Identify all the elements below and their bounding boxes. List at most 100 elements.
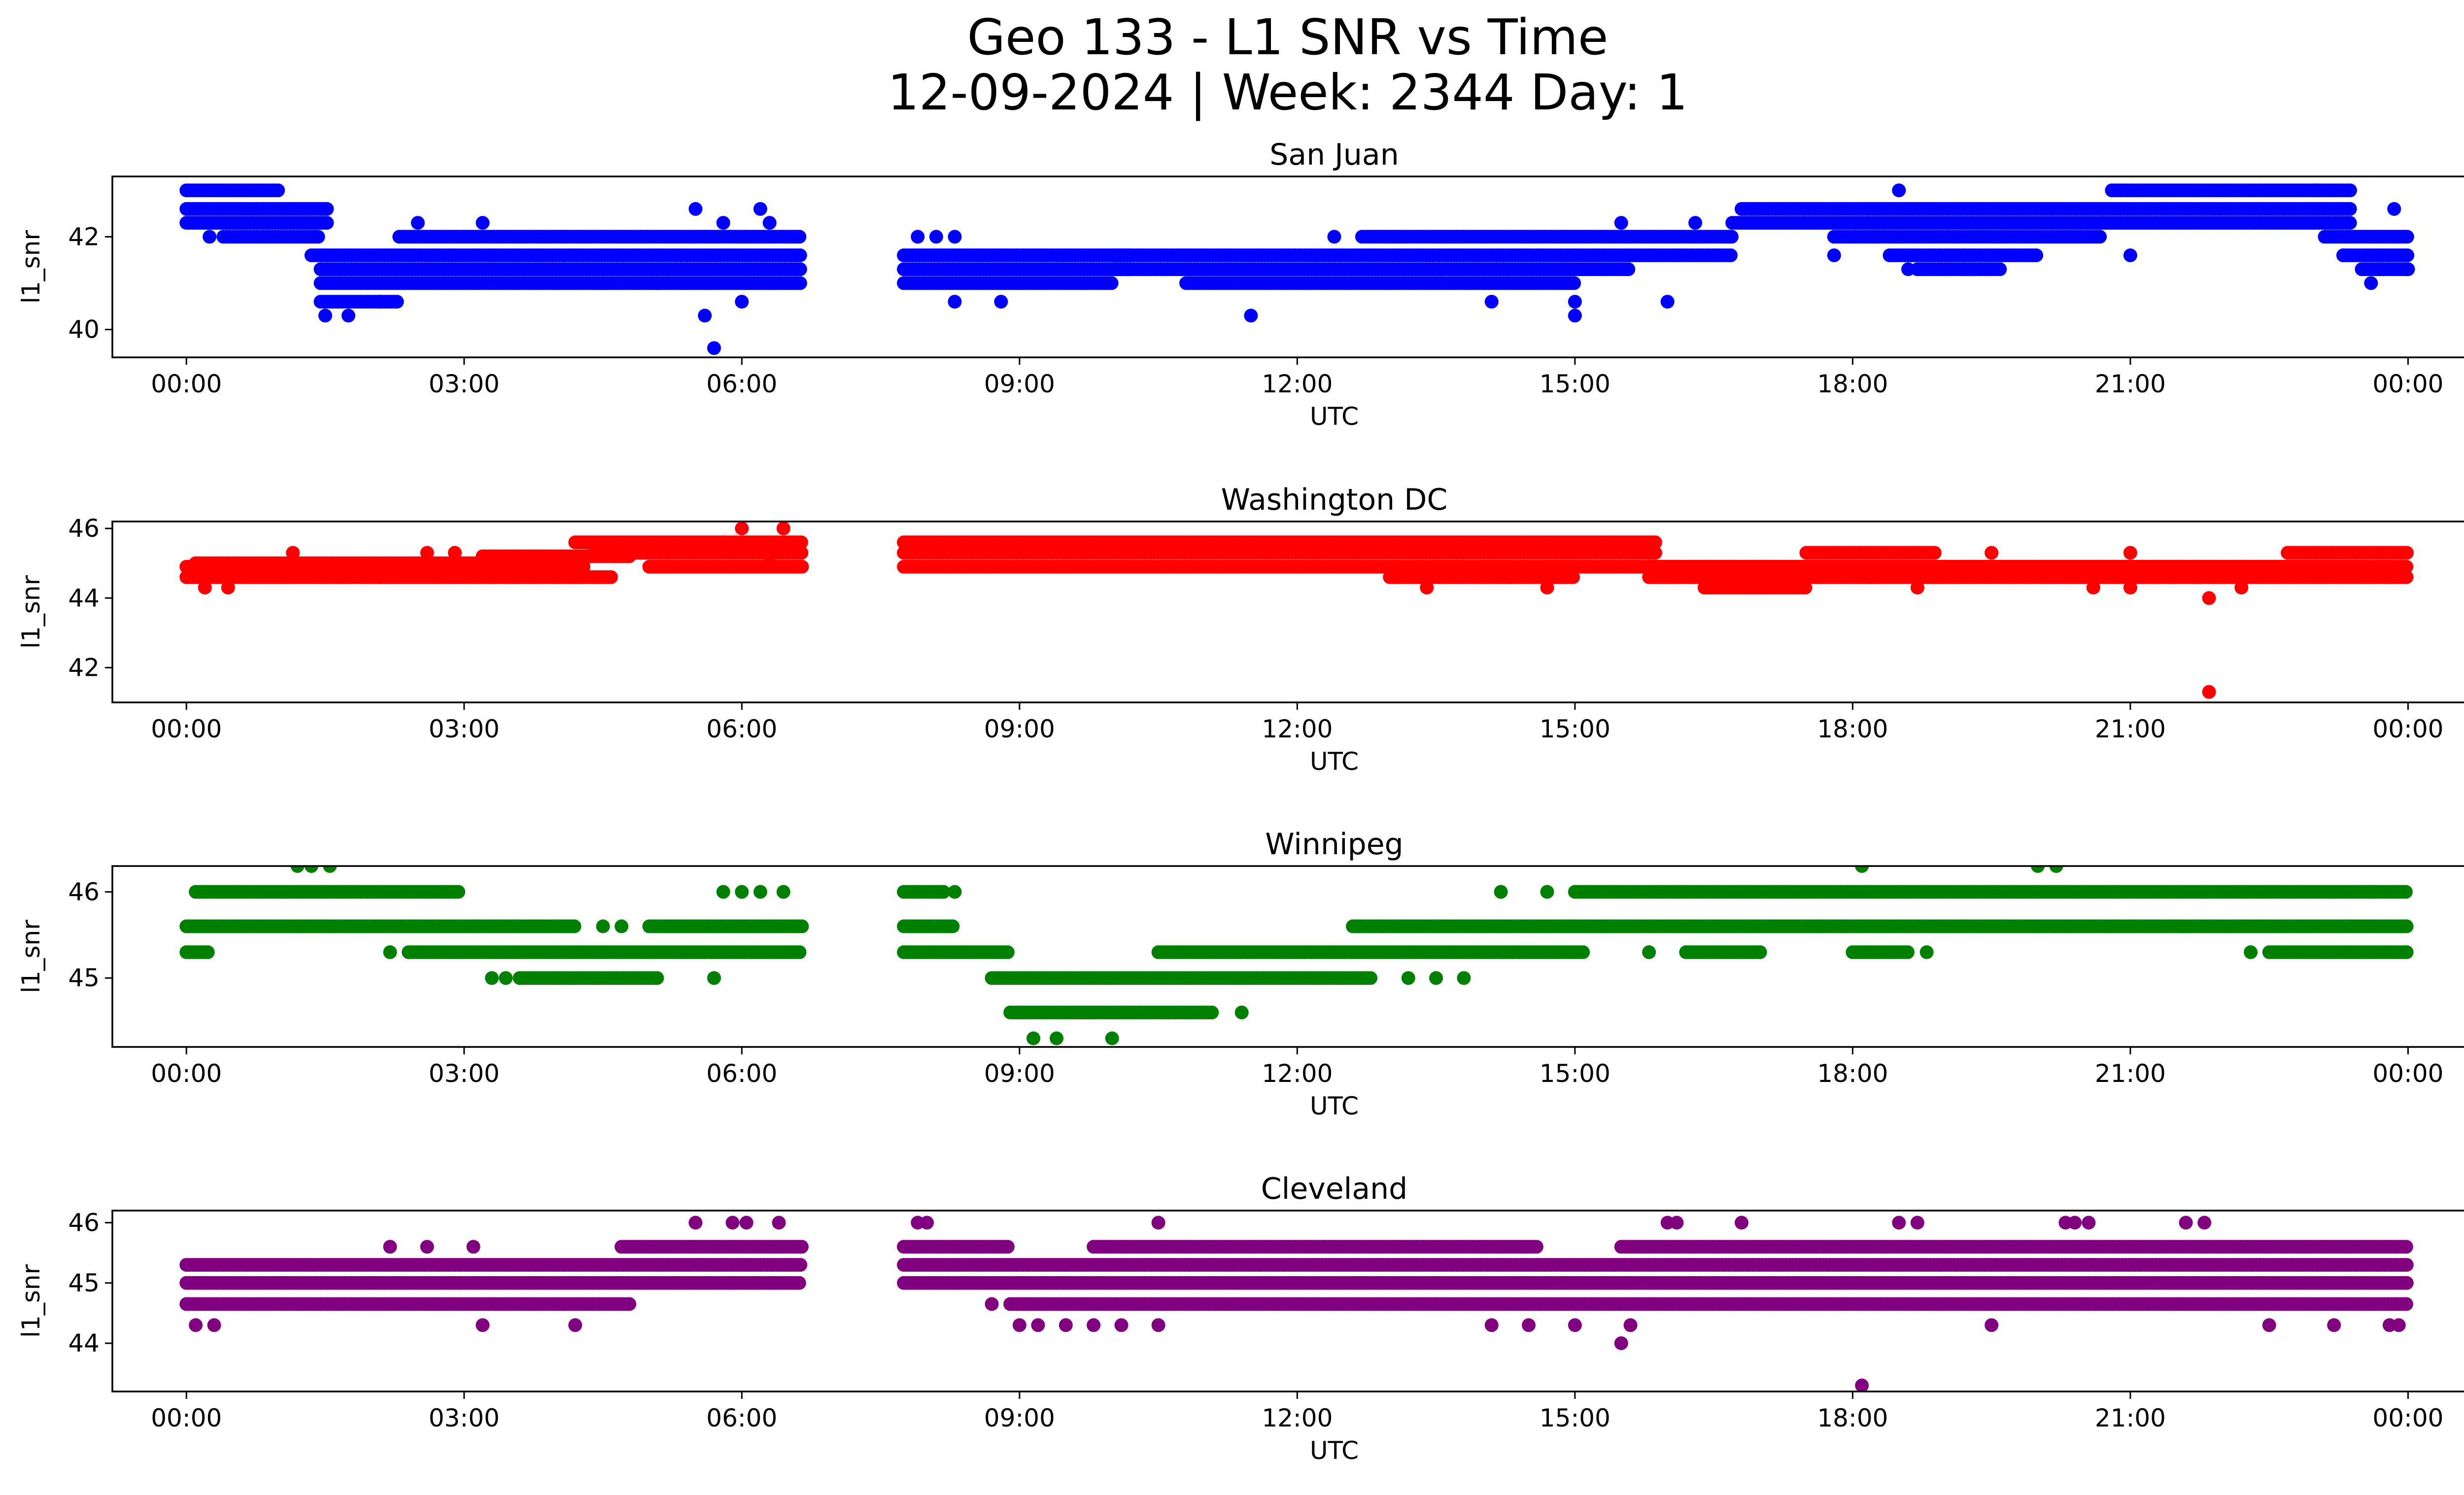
data-points xyxy=(179,522,2414,699)
data-point xyxy=(1956,248,1971,262)
data-point xyxy=(221,581,235,595)
data-point xyxy=(451,885,466,899)
data-point xyxy=(994,295,1008,309)
x-tick-label: 09:00 xyxy=(984,715,1055,743)
data-point xyxy=(1568,559,1582,574)
data-point xyxy=(2029,248,2044,262)
y-tick-label: 42 xyxy=(68,222,100,251)
data-point xyxy=(604,570,618,584)
data-point xyxy=(2399,559,2414,574)
x-tick-label: 00:00 xyxy=(2372,715,2443,743)
subplot-3: 00:00 03:00 06:00 09:00 12:00 15:00 18:00 21:00… xyxy=(17,827,2464,1120)
data-point xyxy=(271,183,285,198)
data-point xyxy=(320,216,334,230)
data-point xyxy=(1910,581,1924,595)
data-point xyxy=(2401,262,2415,277)
data-point xyxy=(476,216,490,230)
data-point xyxy=(793,248,807,262)
data-point xyxy=(203,230,217,244)
data-point xyxy=(698,309,712,323)
data-point xyxy=(948,295,962,309)
data-point xyxy=(2336,248,2350,262)
y-tick-label: 40 xyxy=(68,315,100,344)
data-point xyxy=(2400,230,2414,244)
data-point xyxy=(2093,230,2107,244)
x-tick-label: 18:00 xyxy=(1817,715,1888,743)
y-axis-label: l1_snr xyxy=(17,575,45,649)
data-point xyxy=(790,559,804,574)
data-point xyxy=(596,276,610,290)
data-point xyxy=(2086,581,2100,595)
data-point xyxy=(716,535,730,550)
data-point xyxy=(1901,262,1916,277)
data-point xyxy=(2399,570,2414,584)
data-point xyxy=(688,202,703,216)
figure-title: Geo 133 - L1 SNR vs Time xyxy=(967,8,1608,66)
data-point xyxy=(390,295,404,309)
data-point xyxy=(762,216,777,230)
data-point xyxy=(2123,248,2137,262)
plot-frame xyxy=(111,521,2464,703)
data-point xyxy=(793,262,807,277)
data-point xyxy=(2123,581,2137,595)
x-tick-label: 00:00 xyxy=(2372,370,2443,398)
x-tick-label: 15:00 xyxy=(1540,370,1610,398)
data-point xyxy=(794,535,808,550)
data-point xyxy=(735,522,749,536)
data-point xyxy=(2202,591,2216,605)
data-point xyxy=(1566,570,1580,584)
data-point xyxy=(1724,248,1738,262)
data-point xyxy=(792,230,807,244)
data-point xyxy=(2123,546,2137,560)
data-point xyxy=(707,341,721,355)
data-point xyxy=(2202,685,2216,699)
data-point xyxy=(1724,230,1739,244)
data-point xyxy=(1244,309,1258,323)
subplot-1: 00:00 03:00 06:00 09:00 12:00 15:00 18:00 21:00… xyxy=(17,138,2464,431)
data-point xyxy=(1688,216,1703,230)
x-tick-label: 12:00 xyxy=(1262,370,1333,398)
data-point xyxy=(1420,581,1434,595)
data-point xyxy=(2343,202,2357,216)
x-tick-label: 03:00 xyxy=(429,370,500,398)
data-point xyxy=(2343,216,2357,230)
subplot-2: 00:00 03:00 06:00 09:00 12:00 15:00 18:00 21:00… xyxy=(17,483,2464,776)
data-point xyxy=(577,559,591,574)
data-point xyxy=(420,546,434,560)
figure-subtitle: 12-09-2024 | Week: 2344 Day: 1 xyxy=(888,64,1688,121)
data-point xyxy=(776,522,790,536)
x-tick-label: 18:00 xyxy=(1817,370,1888,398)
x-axis-label: UTC xyxy=(1310,747,1359,776)
data-point xyxy=(2234,581,2249,595)
data-point xyxy=(1621,262,1636,277)
data-point xyxy=(929,230,943,244)
data-point xyxy=(716,216,730,230)
data-point xyxy=(286,546,300,560)
data-points xyxy=(179,866,2414,1045)
data-point xyxy=(735,295,749,309)
x-tick-label: 15:00 xyxy=(1540,715,1610,743)
data-point xyxy=(753,202,767,216)
data-point xyxy=(1503,570,1517,584)
data-point xyxy=(911,230,925,244)
data-point xyxy=(1753,581,1767,595)
data-point xyxy=(795,919,809,934)
data-point xyxy=(567,919,582,934)
data-point xyxy=(2343,183,2357,198)
x-tick-label: 06:00 xyxy=(706,370,777,398)
data-point xyxy=(1993,262,2007,277)
subplot-title: Washington DC xyxy=(1221,483,1448,517)
data-point xyxy=(201,945,215,959)
x-tick-label: 21:00 xyxy=(2095,715,2166,743)
y-tick-label: 44 xyxy=(68,584,100,612)
data-point xyxy=(1568,309,1582,323)
data-point xyxy=(448,546,462,560)
data-point xyxy=(793,276,807,290)
data-point xyxy=(1827,248,1841,262)
data-point xyxy=(762,549,777,563)
x-tick-label: 12:00 xyxy=(1262,715,1333,743)
data-point xyxy=(651,276,666,290)
data-point xyxy=(2400,546,2414,560)
data-point xyxy=(1927,546,1942,560)
